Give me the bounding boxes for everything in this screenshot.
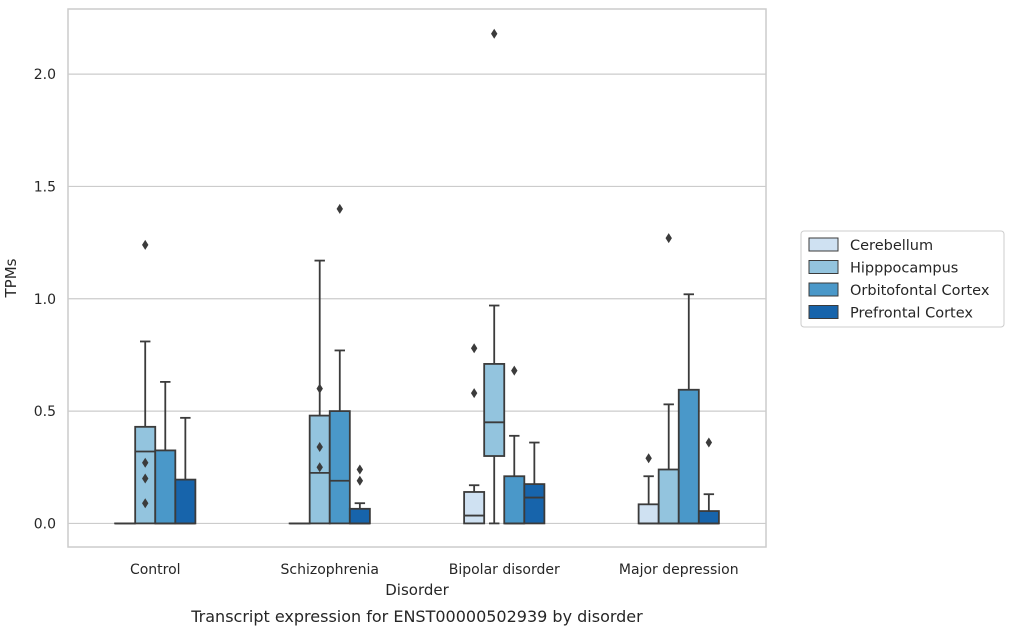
legend-swatch <box>808 282 839 297</box>
outlier-point <box>142 239 149 250</box>
x-axis-title: Disorder <box>385 581 449 599</box>
outlier-point <box>356 464 364 475</box>
outlier-point <box>470 388 478 399</box>
x-tick-labels: Control Schizophrenia Bipolar disorder Majo… <box>130 562 739 578</box>
figure-caption: Transcript expression for ENST0000050293… <box>190 607 643 626</box>
box-orbitofontal-cortex <box>677 293 700 525</box>
legend-swatch <box>808 305 839 319</box>
box-plots <box>114 28 720 525</box>
outlier-point <box>336 203 343 214</box>
box-prefrontal-cortex <box>174 416 197 525</box>
box-body <box>657 468 680 525</box>
box-body <box>523 483 546 525</box>
box-body <box>697 510 720 525</box>
box-body <box>463 491 486 525</box>
y-tick-label: 1.0 <box>34 292 56 308</box>
legend-label: Hipppocampus <box>850 261 958 277</box>
box-body <box>677 388 700 525</box>
y-tick-label: 0.0 <box>34 516 56 532</box>
box-hipppocampus <box>308 259 331 525</box>
legend-swatch <box>808 260 839 274</box>
box-body <box>348 507 371 525</box>
legend-label: Orbitofontal Cortex <box>850 283 990 299</box>
box-hipppocampus <box>134 239 157 525</box>
outlier-point <box>491 28 498 39</box>
outlier-point <box>470 343 478 354</box>
outlier-point <box>705 437 713 448</box>
x-tick-label: Major depression <box>619 562 739 578</box>
y-tick-label: 1.5 <box>34 179 56 195</box>
box-body <box>328 410 351 525</box>
outlier-point <box>645 453 652 464</box>
box-prefrontal-cortex <box>523 441 546 525</box>
box-body <box>637 503 660 525</box>
box-prefrontal-cortex <box>697 437 720 525</box>
x-tick-label: Schizophrenia <box>281 562 379 578</box>
box-body <box>483 363 506 457</box>
outlier-point <box>142 457 149 468</box>
outlier-point <box>142 498 149 509</box>
box-body <box>174 478 197 525</box>
outlier-point <box>316 383 323 394</box>
box-orbitofontal-cortex <box>503 365 526 525</box>
box-prefrontal-cortex <box>348 464 371 525</box>
box-hipppocampus <box>483 28 506 525</box>
box-cerebellum <box>463 343 486 525</box>
legend-frame <box>800 230 1005 328</box>
box-body <box>154 449 177 525</box>
legend-label: Prefrontal Cortex <box>850 306 973 322</box>
y-tick-labels: 0.0 0.5 1.0 1.5 2.0 <box>34 67 56 532</box>
box-cerebellum <box>637 453 660 525</box>
y-tick-label: 2.0 <box>34 67 56 83</box>
outlier-point <box>142 473 149 484</box>
outlier-point <box>316 462 323 473</box>
outlier-point <box>511 365 518 376</box>
box-hipppocampus <box>657 233 680 525</box>
outlier-point <box>316 442 323 453</box>
legend: Cerebellum Hipppocampus Orbitofontal Corte… <box>800 230 1005 328</box>
x-tick-label: Bipolar disorder <box>449 562 560 578</box>
legend-swatch <box>808 237 839 252</box>
box-body <box>503 475 526 525</box>
box-orbitofontal-cortex <box>328 203 351 525</box>
x-tick-label: Control <box>130 562 181 578</box>
y-tick-label: 0.5 <box>34 404 56 420</box>
y-axis-title: TPMs <box>2 258 20 298</box>
legend-label: Cerebellum <box>850 238 933 254</box>
outlier-point <box>356 475 364 486</box>
outlier-point <box>665 233 672 244</box>
